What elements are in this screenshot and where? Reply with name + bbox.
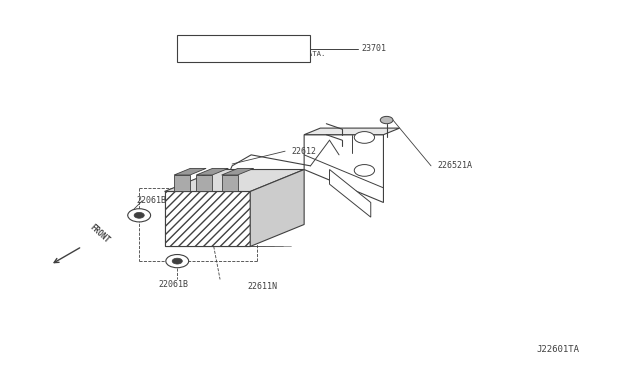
- Circle shape: [172, 258, 182, 264]
- Polygon shape: [196, 175, 212, 192]
- Polygon shape: [164, 192, 250, 247]
- Text: 22611N: 22611N: [247, 282, 277, 291]
- Polygon shape: [164, 192, 250, 247]
- Text: 22612: 22612: [291, 147, 316, 156]
- Polygon shape: [221, 175, 237, 192]
- Circle shape: [134, 212, 144, 218]
- Polygon shape: [174, 175, 190, 192]
- Text: ATTENTION:: ATTENTION:: [181, 41, 230, 49]
- Circle shape: [128, 209, 150, 222]
- Polygon shape: [164, 170, 304, 192]
- Polygon shape: [221, 169, 253, 175]
- Text: THIS ECU MUST BE PROGRAMMED DATA.: THIS ECU MUST BE PROGRAMMED DATA.: [181, 51, 325, 57]
- Bar: [177, 35, 310, 62]
- Circle shape: [355, 132, 374, 143]
- Circle shape: [166, 254, 189, 268]
- Polygon shape: [164, 192, 250, 247]
- Polygon shape: [250, 170, 304, 247]
- Text: 22061B: 22061B: [136, 196, 166, 205]
- Text: 23701: 23701: [361, 44, 386, 53]
- Circle shape: [355, 164, 374, 176]
- Text: 226521A: 226521A: [437, 161, 472, 170]
- Circle shape: [380, 116, 393, 124]
- Polygon shape: [304, 128, 399, 135]
- Text: FRONT: FRONT: [88, 222, 111, 245]
- Polygon shape: [330, 170, 371, 217]
- Polygon shape: [196, 169, 228, 175]
- Polygon shape: [174, 169, 206, 175]
- Text: 22061B: 22061B: [158, 280, 188, 289]
- Polygon shape: [304, 135, 383, 202]
- Text: J22601TA: J22601TA: [536, 344, 579, 353]
